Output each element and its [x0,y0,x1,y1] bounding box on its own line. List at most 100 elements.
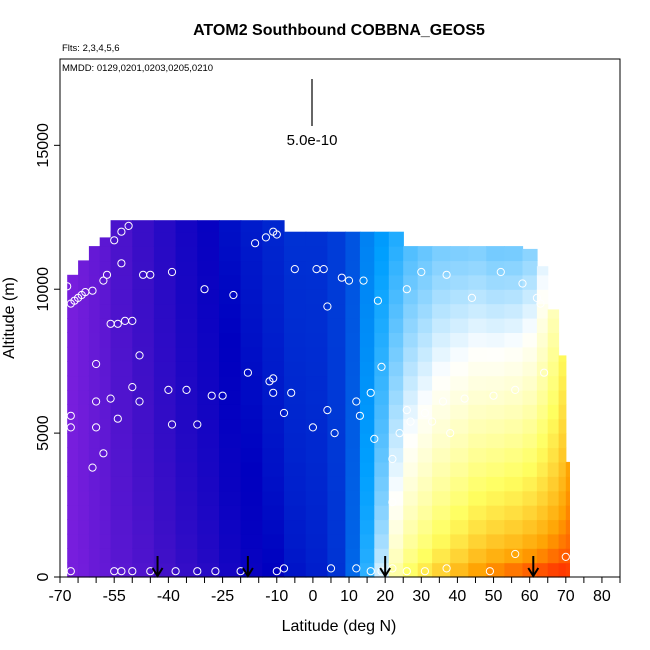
heatmap-cell [388,476,404,492]
heatmap-cell [219,246,242,262]
observation-point [113,319,122,328]
heatmap-cell [374,375,390,391]
heatmap-cell [284,519,307,535]
dates-subtitle: MMDD: 0129,0201,0203,0205,0210 [62,63,213,74]
heatmap-cell [468,332,487,348]
heatmap-cell [110,303,133,319]
heatmap-cell [403,533,419,549]
observation-point [388,454,397,464]
heatmap-cell [132,490,155,506]
heatmap-cell [305,289,328,305]
heatmap-cell [504,346,524,362]
observation-point [308,423,317,432]
heatmap-cell [345,274,361,290]
heatmap-cell [345,433,361,449]
observation-point [511,385,520,394]
heatmap-cell [432,274,451,290]
heatmap-cell [262,260,285,276]
heatmap-cell [262,447,285,463]
heatmap-cell [547,418,560,434]
observation-point [377,362,386,371]
heatmap-cell [67,303,79,319]
heatmap-cell [284,490,307,506]
heatmap-cell [219,375,242,391]
heatmap-cell [417,404,433,420]
heatmap-cell [388,389,404,405]
heatmap-cell [305,231,328,247]
heatmap-cell [547,389,560,405]
heatmap-cell [219,490,242,506]
x-tick-label: -10 [265,588,288,605]
heatmap-cell [262,404,285,420]
heatmap-cell [197,476,220,492]
heatmap-cell [219,433,242,449]
heatmap-cell [374,318,390,333]
heatmap-cell [175,246,198,262]
heatmap-cell [486,404,505,420]
heatmap-cell [450,433,469,449]
heatmap-cell [359,461,375,477]
heatmap-cell [78,375,90,391]
heatmap-layer [67,220,570,578]
heatmap-cell [197,289,220,305]
heatmap-cell [99,361,112,377]
heatmap-cell [450,303,469,319]
heatmap-cell [345,361,361,377]
heatmap-cell [536,533,549,549]
observation-point [102,270,112,279]
heatmap-cell [417,246,433,262]
heatmap-cell [110,490,133,506]
heatmap-cell [153,346,177,362]
observation-point [428,417,437,426]
heatmap-cell [403,519,419,535]
observation-point [88,286,97,295]
observation-point [402,567,411,576]
heatmap-cell [240,361,263,377]
heatmap-cell [197,562,220,578]
heatmap-cell [305,533,328,549]
heatmap-cell [175,361,198,377]
heatmap-cell [468,519,487,535]
heatmap-cell [558,562,567,578]
heatmap-cell [284,318,307,333]
observation-points [63,221,570,576]
heatmap-cell [504,490,524,506]
heatmap-cell [262,246,285,262]
heatmap-cell [432,260,451,276]
heatmap-cell [388,289,404,305]
heatmap-cell [88,346,101,362]
heatmap-cell [99,433,112,449]
heatmap-cell [450,562,469,578]
heatmap-cell [450,332,469,348]
heatmap-cell [432,404,451,420]
heatmap-cell [153,418,177,434]
heatmap-cell [558,355,567,362]
heatmap-cell [403,404,419,420]
heatmap-cell [99,389,112,405]
observation-point [438,397,448,406]
x-tick-label: 0 [308,588,317,605]
heatmap-cell [327,318,347,333]
heatmap-cell [219,346,242,362]
heatmap-cell [547,562,560,578]
heatmap-cell [197,220,220,233]
observation-point [200,285,209,294]
observation-point [496,267,505,277]
heatmap-cell [558,361,567,377]
heatmap-cell [547,476,560,492]
heatmap-cell [536,361,549,377]
heatmap-cell [417,418,433,434]
heatmap-cell [417,389,433,405]
heatmap-cell [88,404,101,420]
observation-point [561,552,570,562]
heatmap-cell [345,418,361,434]
heatmap-cell [305,447,328,463]
heatmap-cell [153,490,177,506]
heatmap-cell [262,220,285,233]
observation-point [99,276,108,285]
observation-point [532,293,542,302]
heatmap-cell [359,332,375,348]
heatmap-cell [284,461,307,477]
heatmap-cell [284,389,307,405]
